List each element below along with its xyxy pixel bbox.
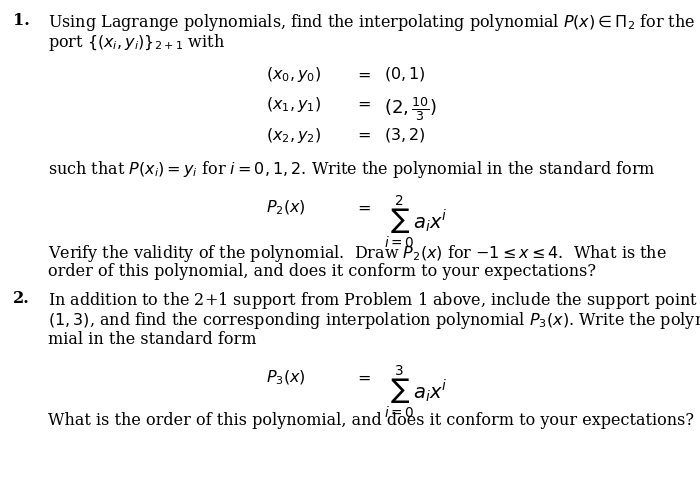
Text: port $\{(x_i, y_i)\}_{2+1}$ with: port $\{(x_i, y_i)\}_{2+1}$ with: [48, 32, 225, 53]
Text: $(x_1, y_1)$: $(x_1, y_1)$: [266, 95, 321, 114]
Text: order of this polynomial, and does it conform to your expectations?: order of this polynomial, and does it co…: [48, 263, 596, 280]
Text: 2.: 2.: [13, 290, 29, 306]
Text: $P_2(x)$: $P_2(x)$: [266, 199, 306, 217]
Text: $=$: $=$: [354, 95, 370, 112]
Text: What is the order of this polynomial, and does it conform to your expectations?: What is the order of this polynomial, an…: [48, 412, 694, 429]
Text: $(3, 2)$: $(3, 2)$: [384, 126, 426, 144]
Text: $=$: $=$: [354, 199, 370, 216]
Text: $(0, 1)$: $(0, 1)$: [384, 65, 426, 83]
Text: $\sum_{i=0}^{2} a_i x^i$: $\sum_{i=0}^{2} a_i x^i$: [384, 193, 447, 250]
Text: $P_3(x)$: $P_3(x)$: [266, 369, 306, 387]
Text: Verify the validity of the polynomial.  Draw $P_2(x)$ for $-1 \leq x \leq 4$.  W: Verify the validity of the polynomial. D…: [48, 243, 666, 263]
Text: $(2, \frac{10}{3})$: $(2, \frac{10}{3})$: [384, 95, 437, 123]
Text: $\sum_{i=0}^{3} a_i x^i$: $\sum_{i=0}^{3} a_i x^i$: [384, 363, 447, 420]
Text: 1.: 1.: [13, 12, 29, 29]
Text: $(x_2, y_2)$: $(x_2, y_2)$: [266, 126, 321, 145]
Text: such that $P(x_i) = y_i$ for $i = 0, 1, 2$. Write the polynomial in the standard: such that $P(x_i) = y_i$ for $i = 0, 1, …: [48, 159, 655, 180]
Text: $(x_0, y_0)$: $(x_0, y_0)$: [266, 65, 321, 84]
Text: $=$: $=$: [354, 126, 370, 143]
Text: $=$: $=$: [354, 65, 370, 82]
Text: Using Lagrange polynomials, find the interpolating polynomial $P(x) \in \Pi_2$ f: Using Lagrange polynomials, find the int…: [48, 12, 700, 33]
Text: In addition to the 2+1 support from Problem 1 above, include the support point $: In addition to the 2+1 support from Prob…: [48, 290, 700, 310]
Text: $(1, 3)$, and find the corresponding interpolation polynomial $P_3(x)$. Write th: $(1, 3)$, and find the corresponding int…: [48, 310, 700, 331]
Text: $=$: $=$: [354, 369, 370, 386]
Text: mial in the standard form: mial in the standard form: [48, 331, 256, 348]
